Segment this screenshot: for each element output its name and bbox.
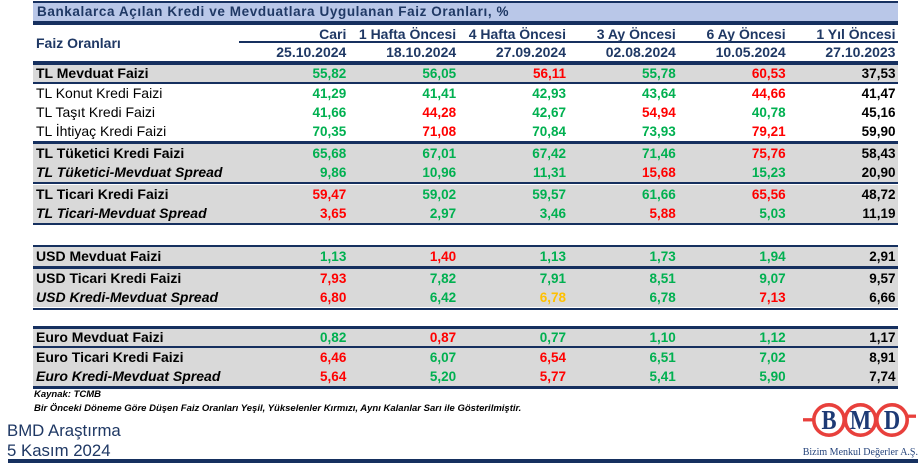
svg-text:D: D — [884, 406, 900, 436]
svg-text:B: B — [821, 406, 836, 436]
svg-text:Bizim Menkul Değerler A.Ş.: Bizim Menkul Değerler A.Ş. — [803, 447, 918, 458]
svg-text:M: M — [850, 406, 871, 436]
